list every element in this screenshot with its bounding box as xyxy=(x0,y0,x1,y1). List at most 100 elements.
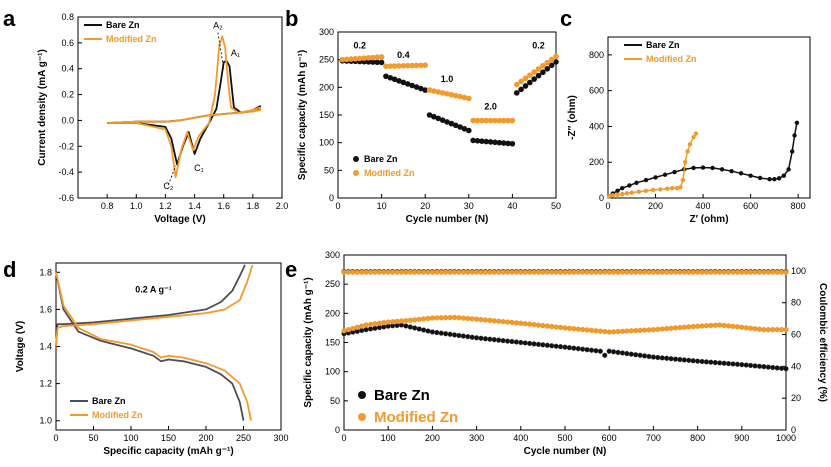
data-point-0 xyxy=(756,363,763,369)
data-point-1 xyxy=(361,55,367,61)
data-point-0 xyxy=(479,138,485,144)
data-point-3 xyxy=(443,269,449,275)
data-point-0 xyxy=(434,329,440,336)
panel-d: 0 50 100 150 200 250 300 1.0 1.2 1.4 1.6 1.8 Specifi… xyxy=(3,257,289,457)
y-tick-label: 250 xyxy=(325,279,340,289)
data-point-3 xyxy=(504,269,511,275)
data-point-1 xyxy=(629,190,634,195)
data-point-1 xyxy=(496,318,502,324)
data-point-0 xyxy=(466,127,472,134)
x-tick-label: 150 xyxy=(161,433,176,443)
legend-marker xyxy=(358,413,366,421)
y-tick-label: 1.8 xyxy=(39,267,52,277)
data-point-3 xyxy=(694,269,701,275)
data-point-1 xyxy=(452,92,459,99)
data-point-3 xyxy=(549,269,555,275)
data-point-1 xyxy=(562,325,568,331)
data-point-1 xyxy=(412,317,418,323)
y-tick-label: 150 xyxy=(319,110,334,120)
x-axis-label: Cycle number (N) xyxy=(524,446,607,457)
data-point-1 xyxy=(385,319,391,325)
data-point-1 xyxy=(678,185,683,190)
x-axis-label: Specific capacity (mAh g⁻¹) xyxy=(103,446,233,457)
data-point-1 xyxy=(544,59,551,66)
x-tick-label: 800 xyxy=(690,433,705,443)
data-point-0 xyxy=(505,140,511,147)
data-point-1 xyxy=(686,324,692,330)
data-point-0 xyxy=(426,112,433,118)
data-point-0 xyxy=(765,364,771,370)
data-point-3 xyxy=(376,269,382,275)
rate-label: 0.2 xyxy=(532,41,545,51)
data-point-1 xyxy=(721,322,727,329)
data-point-3 xyxy=(778,269,785,275)
x-tick-label: 400 xyxy=(513,433,528,443)
legend-label: Modified Zn xyxy=(92,410,143,420)
series-line-0 xyxy=(608,122,798,197)
data-point-0 xyxy=(778,365,785,371)
data-point-0 xyxy=(602,352,608,358)
data-point-0 xyxy=(575,346,581,352)
data-point-1 xyxy=(354,324,360,330)
data-point-3 xyxy=(491,269,497,275)
data-point-1 xyxy=(699,323,705,329)
data-point-0 xyxy=(460,333,466,339)
y-tick-label: 200 xyxy=(589,157,604,167)
data-point-1 xyxy=(370,54,376,61)
data-point-1 xyxy=(456,315,462,321)
data-point-1 xyxy=(398,318,405,324)
data-point-0 xyxy=(439,117,446,123)
data-point-3 xyxy=(699,269,705,275)
data-point-1 xyxy=(469,316,475,322)
data-point-1 xyxy=(348,56,354,62)
data-point-3 xyxy=(588,269,595,275)
y-axis-label: -Z″ (ohm) xyxy=(567,95,578,140)
data-point-0 xyxy=(770,364,776,371)
y2-tick-label: 100 xyxy=(791,266,806,276)
data-point-0 xyxy=(429,329,436,335)
data-point-1 xyxy=(509,117,516,124)
x-tick-label: 200 xyxy=(425,433,440,443)
y-tick-label: 100 xyxy=(325,367,340,377)
data-point-0 xyxy=(557,344,564,350)
data-point-0 xyxy=(383,73,389,80)
data-point-0 xyxy=(748,362,754,369)
data-point-1 xyxy=(540,322,546,329)
data-point-1 xyxy=(372,321,378,327)
data-point-3 xyxy=(677,269,683,275)
data-point-3 xyxy=(354,269,360,275)
data-point-0 xyxy=(456,332,462,339)
data-point-1 xyxy=(465,315,471,322)
data-point-3 xyxy=(721,269,727,275)
data-point-1 xyxy=(624,328,630,334)
data-point-3 xyxy=(482,269,489,275)
data-point-0 xyxy=(400,79,407,86)
data-point-3 xyxy=(734,269,740,275)
panel-c: 0 200 400 600 800 0 200 400 600 800 Z′ (ohm) -Z″ (o… xyxy=(560,6,811,225)
data-point-1 xyxy=(548,56,555,63)
y-tick-label: 400 xyxy=(589,121,604,131)
data-point-0 xyxy=(783,366,789,372)
y2-tick-label: 20 xyxy=(791,393,801,403)
data-point-1 xyxy=(409,62,415,69)
x-tick-label: 100 xyxy=(123,433,138,443)
data-point-0 xyxy=(407,324,413,330)
data-point-1 xyxy=(730,323,736,330)
data-point-0 xyxy=(374,59,381,66)
x-tick-label: 800 xyxy=(791,201,806,211)
data-point-1 xyxy=(535,66,542,72)
data-point-0 xyxy=(496,139,503,146)
y-tick-label: 100 xyxy=(319,138,334,148)
series-line-1 xyxy=(107,35,262,179)
data-point-0 xyxy=(416,326,422,332)
data-point-0 xyxy=(518,339,524,346)
data-point-1 xyxy=(522,75,529,82)
data-point-0 xyxy=(496,337,502,343)
data-point-3 xyxy=(531,269,537,275)
data-point-1 xyxy=(341,328,347,334)
y-tick-label: 150 xyxy=(325,338,340,348)
data-point-1 xyxy=(434,315,440,321)
y-tick-label: 1.6 xyxy=(39,304,52,314)
data-point-0 xyxy=(734,361,740,367)
data-point-3 xyxy=(350,269,356,275)
